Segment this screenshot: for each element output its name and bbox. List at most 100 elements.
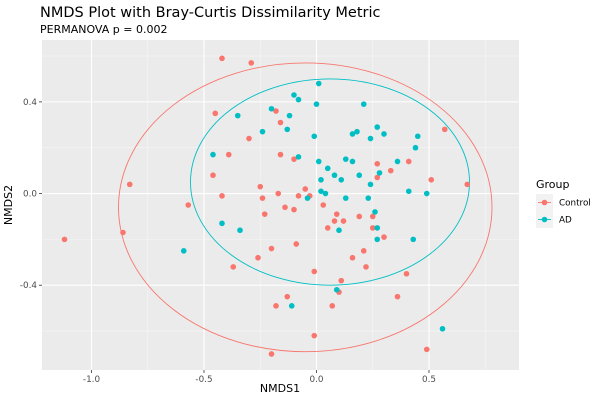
ellipses [118,62,493,353]
point-control [273,303,279,309]
point-ad [374,124,381,130]
point-control [268,351,275,357]
points [61,55,471,357]
point-ad [367,135,374,142]
point-ad [295,154,302,160]
point-control [333,211,340,217]
point-control [248,60,255,66]
point-control [374,160,381,167]
chart-title: NMDS Plot with Bray-Curtis Dissimilarity… [40,5,381,21]
y-tick-label: 0.4 [23,98,37,108]
point-control [394,293,401,300]
point-control [293,241,300,247]
point-ad [286,112,293,119]
x-axis-ticks: -1.0 -0.5 0.0 0.5 [83,370,436,385]
point-control [185,202,192,208]
point-ad [311,133,318,140]
point-control [331,218,338,224]
point-control [403,270,410,277]
point-control [464,181,471,188]
point-ad [219,220,225,227]
point-control [291,156,297,162]
point-ad [268,105,275,112]
point-ad [354,128,360,135]
point-ad [349,131,356,137]
point-ad [304,195,311,201]
x-axis-title: NMDS1 [260,382,300,395]
point-control [255,254,261,261]
y-axis-title: NMDS2 [2,185,15,225]
point-ad [365,195,372,201]
point-ad [259,128,266,135]
point-control [320,202,327,208]
point-control [324,225,331,231]
point-control [311,332,318,339]
legend-title: Group [536,178,570,191]
point-ad [372,209,378,215]
point-control [259,195,266,201]
point-ad [394,158,401,165]
point-ad [367,181,374,188]
point-ad [288,303,295,309]
point-ad [237,227,243,234]
point-control [225,151,232,158]
point-ad [338,176,345,183]
point-ad [333,286,340,293]
legend-label-ad: AD [559,216,572,226]
point-control [273,108,279,114]
point-ad [295,96,302,103]
point-ad [324,165,331,172]
point-control [219,193,225,199]
point-ad [360,101,367,107]
point-control [338,277,345,284]
x-tick-label: 0.5 [422,375,436,385]
point-ad [349,158,356,165]
point-ad [342,156,349,162]
y-tick-label: -0.4 [20,281,38,291]
legend: Group Control AD [536,178,591,228]
y-axis-ticks: -0.4 0.0 0.4 [20,98,42,291]
point-ad [439,325,446,332]
chart-subtitle: PERMANOVA p = 0.002 [40,23,167,36]
point-control [282,204,288,211]
point-ad [410,236,417,243]
grid-minor [42,40,519,370]
point-control [275,190,282,197]
point-ad [356,172,363,179]
point-ad [315,80,322,87]
point-control [219,55,225,62]
point-ad [291,92,297,98]
point-control [423,346,430,353]
point-ad [180,248,187,254]
point-ad [376,170,383,176]
ellipse-control [118,62,493,353]
point-control [295,193,302,199]
point-control [356,213,363,220]
point-ad [315,158,322,165]
point-control [126,181,133,188]
ellipse-ad [190,78,470,286]
point-ad [374,225,381,231]
point-control [268,245,275,252]
x-tick-label: -0.5 [195,375,212,385]
point-control [246,135,252,142]
point-ad [313,101,320,107]
point-control [120,229,126,236]
point-control [340,218,347,224]
point-control [284,293,291,300]
point-control [61,236,68,243]
point-control [291,206,297,213]
point-ad [331,172,338,179]
point-ad [374,236,381,243]
point-control [381,234,387,240]
point-control [369,225,376,231]
plot-panel [42,40,519,370]
point-ad [336,227,342,234]
point-ad [381,131,387,137]
point-control [311,268,318,275]
point-ad [322,190,329,197]
point-control [387,167,394,174]
x-tick-label: -1.0 [83,375,101,385]
legend-key-point [541,199,548,206]
